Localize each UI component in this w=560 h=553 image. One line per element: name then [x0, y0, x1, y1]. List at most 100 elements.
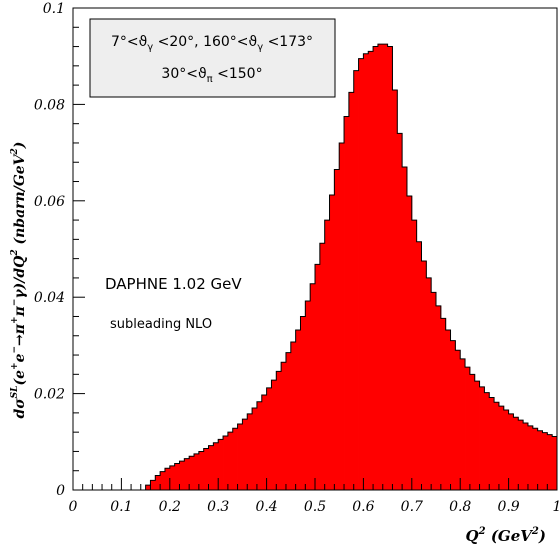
histogram-bar: [285, 352, 292, 490]
histogram-bar: [242, 419, 248, 490]
histogram-bar: [344, 116, 350, 490]
histogram-bar: [319, 243, 326, 490]
histogram-bar: [324, 220, 330, 490]
cuts-box-background: [89, 18, 336, 98]
histogram-bar: [527, 425, 534, 490]
histogram-bar: [271, 380, 277, 490]
histogram-bar: [406, 195, 413, 491]
x-tick-label: 1: [553, 499, 560, 515]
histogram-bar: [179, 461, 185, 490]
histogram-bar: [208, 445, 214, 490]
histogram-bar: [460, 358, 466, 490]
histogram-bar: [440, 318, 447, 490]
x-axis-ticks: [72, 478, 558, 490]
histogram-bar: [155, 475, 161, 490]
x-tick-label: 0.3: [207, 499, 229, 515]
histogram-bar: [392, 89, 398, 490]
histogram-bar: [479, 386, 485, 490]
histogram-bar: [237, 423, 243, 490]
annotation-experiment: DAPHNE 1.02 GeV: [105, 275, 242, 293]
histogram-bar: [252, 408, 258, 490]
histogram-bar: [261, 395, 267, 490]
histogram-bar: [552, 436, 558, 490]
histogram-bar: [537, 430, 543, 490]
x-tick-label: 0.2: [159, 499, 181, 515]
histogram-bar: [315, 264, 321, 490]
histogram-bar: [348, 92, 355, 490]
histogram-bar: [227, 432, 234, 490]
histogram-bar: [198, 451, 205, 490]
histogram-bar: [523, 423, 529, 490]
histogram-bar: [213, 442, 219, 490]
histogram-bar: [174, 463, 180, 490]
histogram-bar: [397, 133, 403, 490]
histogram-bar: [450, 340, 456, 490]
histogram-bar: [532, 428, 539, 490]
cuts-box: 7°<ϑγ <20°, 160°<ϑγ <173° 30°<ϑπ <150°: [89, 18, 336, 98]
histogram-bar: [508, 413, 514, 490]
histogram-bar: [465, 367, 471, 490]
histogram-bar: [295, 329, 301, 490]
histogram-bar: [469, 374, 476, 490]
x-tick-label: 0.9: [497, 499, 519, 515]
histogram-bar: [232, 428, 238, 490]
histogram-bar: [353, 70, 359, 490]
histogram-bar: [474, 381, 480, 490]
histogram-bar: [431, 292, 437, 490]
histogram-bar: [489, 397, 495, 490]
histogram-bar: [194, 453, 200, 490]
x-axis-tick-labels: 0 0.1 0.2 0.3 0.4 0.5 0.6 0.7 0.8 0.9 1: [69, 499, 560, 515]
x-tick-label: 0.6: [352, 499, 374, 515]
histogram-bar: [145, 485, 151, 490]
histogram-bar: [402, 167, 408, 490]
x-tick-label: 0.1: [110, 499, 132, 515]
cuts-line-2: 30°<ϑπ <150°: [161, 66, 262, 85]
y-tick-label: 0.02: [34, 387, 65, 403]
histogram-bar: [329, 195, 335, 491]
y-tick-label: 0.04: [34, 290, 65, 306]
histogram-bar: [445, 329, 451, 490]
histogram-outline: [145, 43, 557, 490]
annotation-order: subleading NLO: [110, 317, 212, 332]
y-tick-label: 0.06: [34, 194, 65, 210]
histogram-bar: [150, 480, 156, 490]
histogram-bar: [518, 420, 524, 490]
histogram-bar: [334, 169, 340, 490]
histogram-bar: [426, 277, 432, 490]
histogram-bar: [416, 241, 422, 490]
histogram-bar: [266, 387, 272, 490]
histogram-bar: [189, 456, 195, 490]
y-tick-label: 0: [56, 483, 65, 499]
histogram-bar: [382, 44, 388, 491]
cuts-line-1: 7°<ϑγ <20°, 160°<ϑγ <173°: [111, 34, 313, 53]
histogram-bar: [411, 220, 418, 490]
histogram-bar: [218, 439, 224, 490]
x-tick-label: 0.8: [449, 499, 471, 515]
x-tick-label: 0.5: [304, 499, 326, 515]
histogram-bar: [547, 434, 553, 490]
histogram-bar: [513, 417, 519, 490]
histogram-bar: [247, 413, 253, 490]
histogram-bar: [494, 402, 500, 490]
histogram-bar: [436, 305, 442, 490]
histogram-bar: [358, 58, 364, 491]
histogram-bar: [310, 283, 316, 490]
y-tick-label: 0.08: [34, 97, 65, 113]
histogram-bar: [484, 392, 490, 490]
y-axis-ticks: [73, 7, 85, 491]
histogram-bars: [145, 43, 558, 491]
histogram-bar: [363, 53, 369, 490]
histogram-bar: [169, 465, 176, 490]
histogram-bar: [184, 458, 190, 490]
histogram-bar: [503, 409, 509, 490]
histogram-bar: [455, 350, 461, 490]
histogram-bar: [387, 46, 393, 491]
histogram-bar: [300, 316, 306, 490]
histogram-bar: [290, 342, 297, 490]
histogram-bar: [373, 46, 379, 491]
histogram-bar: [305, 301, 311, 490]
x-tick-label: 0.4: [255, 499, 277, 515]
histogram-bar: [203, 448, 209, 490]
